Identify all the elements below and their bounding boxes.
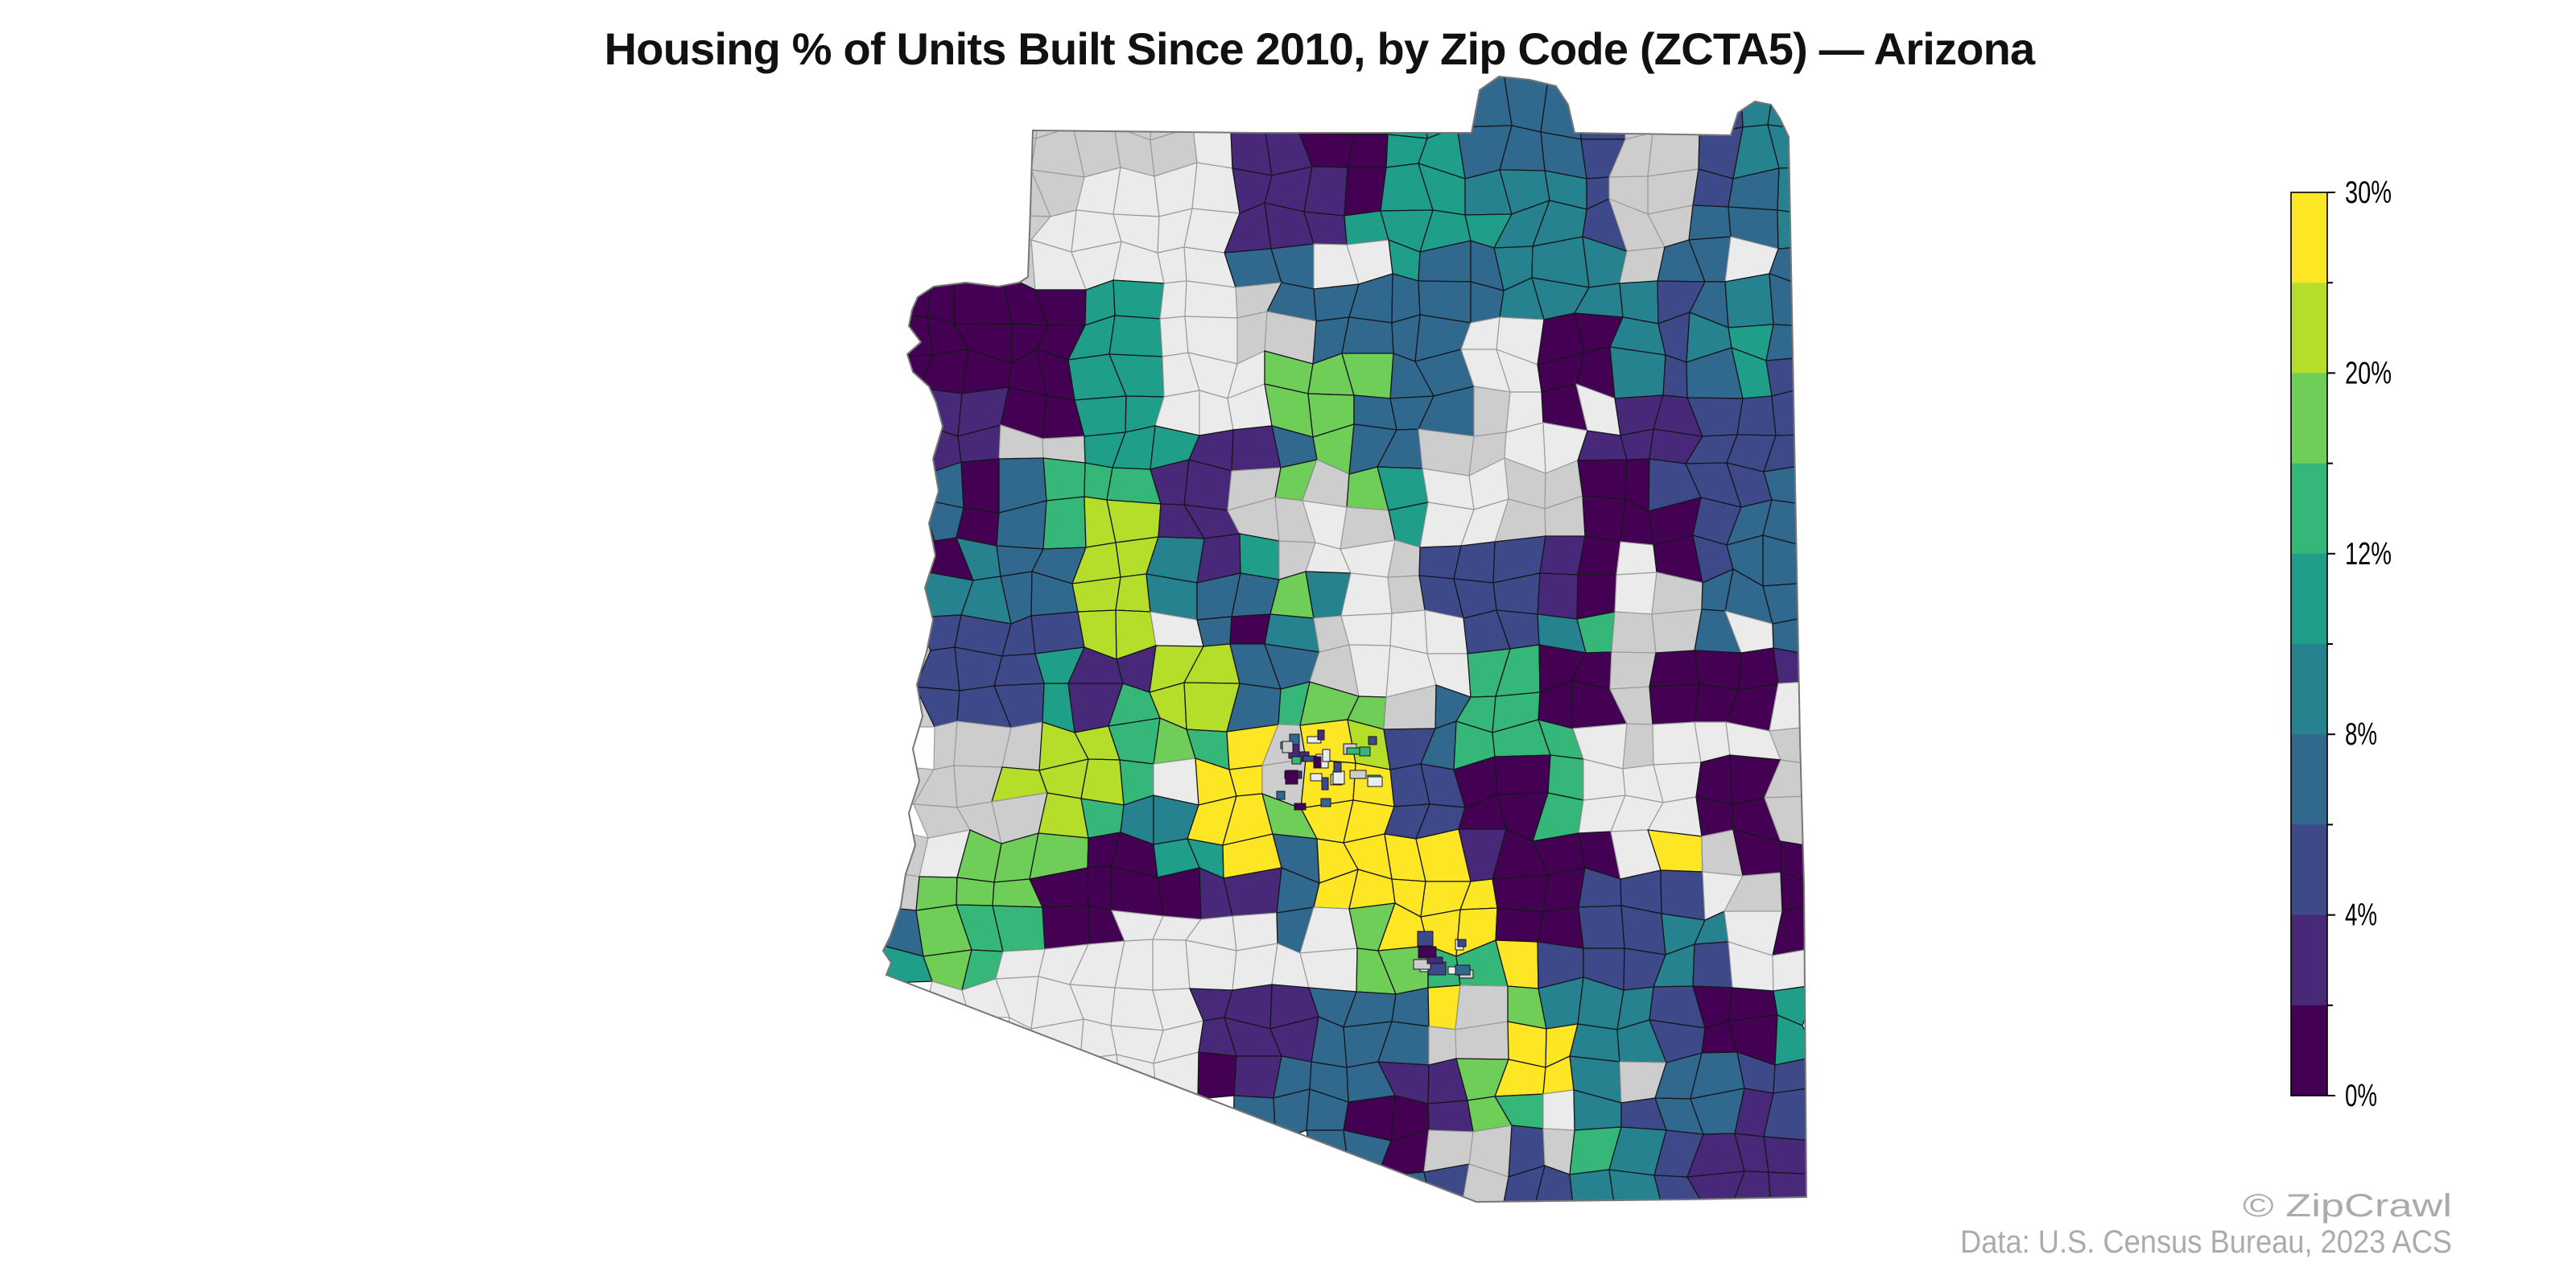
svg-text:© ZipCrawl: © ZipCrawl	[2243, 1188, 2452, 1224]
svg-text:8%: 8%	[2345, 717, 2377, 752]
svg-text:Housing % of Units Built Since: Housing % of Units Built Since 2010, by …	[605, 23, 2036, 74]
svg-text:4%: 4%	[2345, 898, 2377, 933]
svg-text:Data: U.S. Census Bureau, 2023: Data: U.S. Census Bureau, 2023 ACS	[1960, 1224, 2452, 1260]
svg-text:20%: 20%	[2345, 356, 2392, 390]
svg-text:30%: 30%	[2345, 175, 2392, 210]
svg-text:0%: 0%	[2345, 1079, 2377, 1113]
svg-text:12%: 12%	[2345, 537, 2392, 572]
